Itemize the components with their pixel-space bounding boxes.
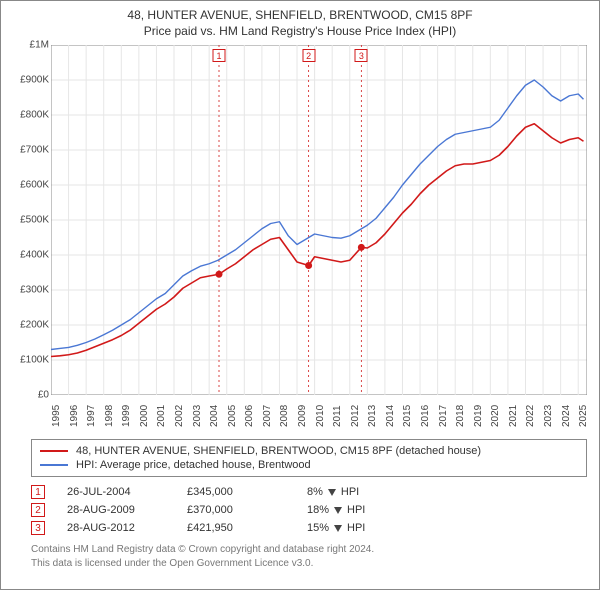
chart-event-badge: 1 xyxy=(213,49,226,62)
event-row: 2 28-AUG-2009£370,00018% HPI xyxy=(31,501,587,519)
legend-swatch xyxy=(40,450,68,452)
x-tick-label: 2008 xyxy=(279,405,290,427)
x-tick-label: 2002 xyxy=(174,405,185,427)
x-tick-label: 2015 xyxy=(402,405,413,427)
chart-container: { "title": { "address": "48, HUNTER AVEN… xyxy=(0,0,600,590)
x-tick-label: 2021 xyxy=(508,405,519,427)
y-tick-label: £200K xyxy=(5,320,49,331)
series-hpi xyxy=(51,80,583,350)
x-tick-label: 2013 xyxy=(367,405,378,427)
event-diff: 15% HPI xyxy=(307,522,365,534)
event-badge: 2 xyxy=(31,503,45,517)
x-tick-label: 2019 xyxy=(473,405,484,427)
title-subtitle: Price paid vs. HM Land Registry's House … xyxy=(9,23,591,39)
event-row: 1 26-JUL-2004£345,0008% HPI xyxy=(31,483,587,501)
x-tick-label: 2003 xyxy=(192,405,203,427)
legend-label: HPI: Average price, detached house, Bren… xyxy=(76,459,311,471)
event-price: £370,000 xyxy=(187,504,307,516)
y-tick-label: £700K xyxy=(5,145,49,156)
x-tick-label: 2017 xyxy=(438,405,449,427)
legend-swatch xyxy=(40,464,68,466)
x-tick-label: 2001 xyxy=(156,405,167,427)
footer-line-2: This data is licensed under the Open Gov… xyxy=(31,557,587,571)
title-address: 48, HUNTER AVENUE, SHENFIELD, BRENTWOOD,… xyxy=(9,7,591,23)
x-tick-label: 2020 xyxy=(490,405,501,427)
title-block: 48, HUNTER AVENUE, SHENFIELD, BRENTWOOD,… xyxy=(1,1,599,43)
x-tick-label: 1997 xyxy=(86,405,97,427)
y-tick-label: £900K xyxy=(5,75,49,86)
plot-svg xyxy=(51,45,587,395)
x-tick-label: 2004 xyxy=(209,405,220,427)
x-tick-label: 2000 xyxy=(139,405,150,427)
x-tick-label: 2023 xyxy=(543,405,554,427)
y-tick-label: £0 xyxy=(5,390,49,401)
y-tick-label: £800K xyxy=(5,110,49,121)
x-tick-label: 1998 xyxy=(104,405,115,427)
chart-area: £0£100K£200K£300K£400K£500K£600K£700K£80… xyxy=(51,45,587,395)
y-tick-label: £500K xyxy=(5,215,49,226)
x-tick-label: 2025 xyxy=(578,405,589,427)
x-tick-label: 2018 xyxy=(455,405,466,427)
x-tick-label: 2007 xyxy=(262,405,273,427)
chart-event-badge: 3 xyxy=(355,49,368,62)
event-diff: 8% HPI xyxy=(307,486,359,498)
footer: Contains HM Land Registry data © Crown c… xyxy=(31,543,587,570)
x-tick-label: 1995 xyxy=(51,405,62,427)
y-tick-label: £300K xyxy=(5,285,49,296)
legend-row: HPI: Average price, detached house, Bren… xyxy=(40,458,578,472)
y-tick-label: £600K xyxy=(5,180,49,191)
legend-label: 48, HUNTER AVENUE, SHENFIELD, BRENTWOOD,… xyxy=(76,445,481,457)
x-tick-label: 2006 xyxy=(244,405,255,427)
x-tick-label: 2012 xyxy=(350,405,361,427)
event-date: 28-AUG-2012 xyxy=(67,522,187,534)
x-tick-label: 2016 xyxy=(420,405,431,427)
down-arrow-icon xyxy=(334,507,342,514)
down-arrow-icon xyxy=(334,525,342,532)
x-tick-label: 2005 xyxy=(227,405,238,427)
series-property xyxy=(51,124,583,357)
x-tick-label: 1999 xyxy=(121,405,132,427)
legend-row: 48, HUNTER AVENUE, SHENFIELD, BRENTWOOD,… xyxy=(40,444,578,458)
event-price: £421,950 xyxy=(187,522,307,534)
event-row: 3 28-AUG-2012£421,95015% HPI xyxy=(31,519,587,537)
legend: 48, HUNTER AVENUE, SHENFIELD, BRENTWOOD,… xyxy=(31,439,587,477)
y-axis: £0£100K£200K£300K£400K£500K£600K£700K£80… xyxy=(5,45,49,395)
event-badge: 3 xyxy=(31,521,45,535)
down-arrow-icon xyxy=(328,489,336,496)
x-tick-label: 2024 xyxy=(561,405,572,427)
y-tick-label: £100K xyxy=(5,355,49,366)
event-badge: 1 xyxy=(31,485,45,499)
x-tick-label: 2009 xyxy=(297,405,308,427)
x-tick-label: 1996 xyxy=(69,405,80,427)
y-tick-label: £1M xyxy=(5,40,49,51)
x-tick-label: 2010 xyxy=(315,405,326,427)
y-tick-label: £400K xyxy=(5,250,49,261)
event-table: 1 26-JUL-2004£345,0008% HPI 2 28-AUG-2009£3… xyxy=(31,483,587,537)
event-price: £345,000 xyxy=(187,486,307,498)
event-date: 28-AUG-2009 xyxy=(67,504,187,516)
x-tick-label: 2014 xyxy=(385,405,396,427)
footer-line-1: Contains HM Land Registry data © Crown c… xyxy=(31,543,587,557)
event-diff: 18% HPI xyxy=(307,504,365,516)
event-date: 26-JUL-2004 xyxy=(67,486,187,498)
x-tick-label: 2011 xyxy=(332,406,343,428)
chart-event-badge: 2 xyxy=(302,49,315,62)
x-axis: 1995 1996 1997 1998 1999 2000 2001 2002 2003 2004… xyxy=(51,395,587,435)
x-tick-label: 2022 xyxy=(525,405,536,427)
